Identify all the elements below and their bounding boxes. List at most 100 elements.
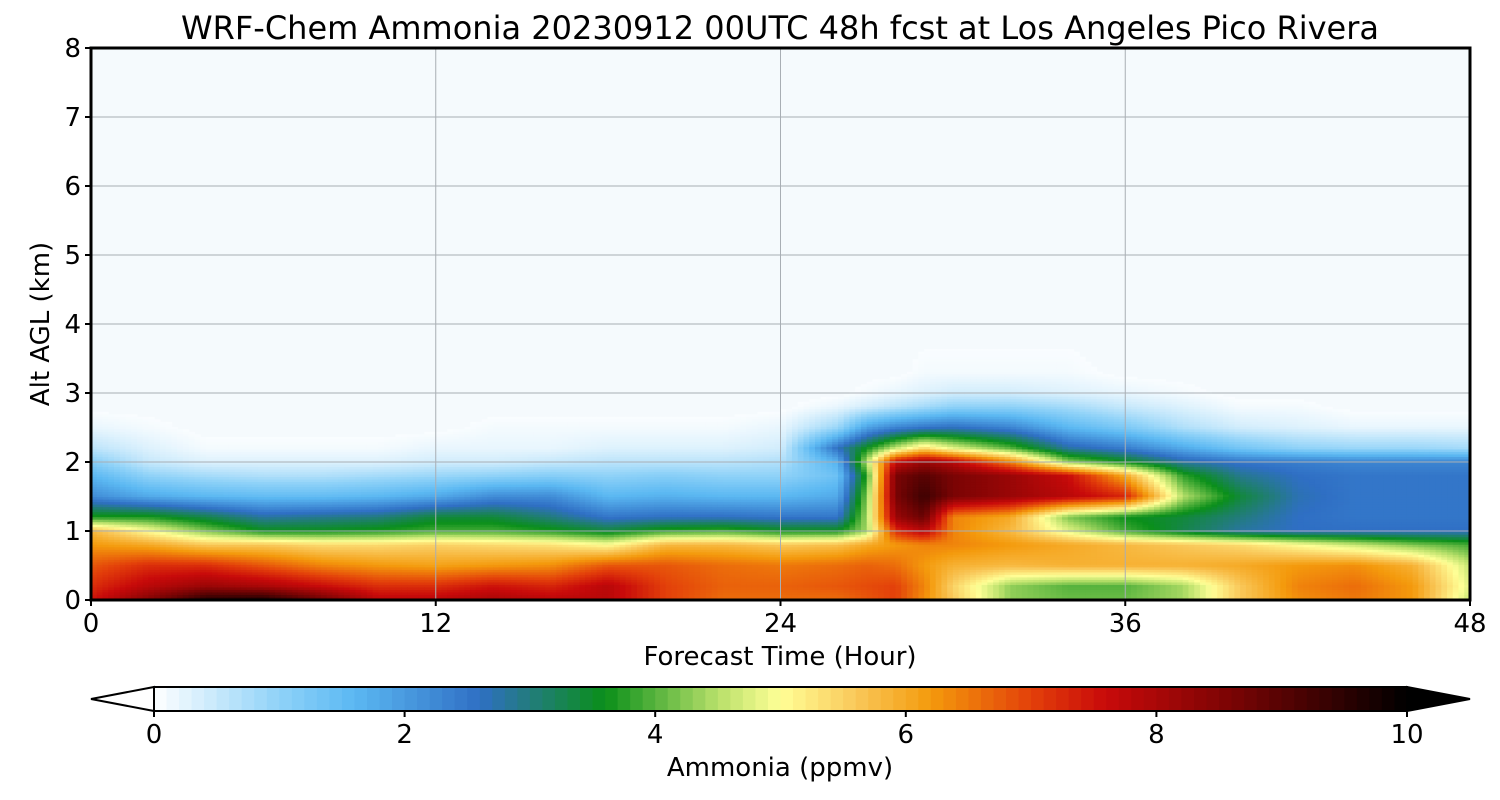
heatmap-cell bbox=[585, 436, 592, 441]
heatmap-cell bbox=[889, 399, 897, 403]
heatmap-cell bbox=[872, 411, 879, 415]
heatmap-cell bbox=[1429, 416, 1437, 420]
heatmap-cell bbox=[498, 424, 506, 428]
heatmap-cell bbox=[1360, 429, 1368, 433]
heatmap-cell bbox=[786, 421, 793, 425]
heatmap-cell bbox=[751, 426, 759, 430]
heatmap-cell bbox=[1044, 384, 1052, 388]
heatmap-cell bbox=[481, 441, 489, 446]
heatmap-cell bbox=[723, 426, 730, 430]
heatmap-cell bbox=[1188, 419, 1195, 423]
heatmap-cell bbox=[642, 434, 649, 438]
heatmap-cell bbox=[1429, 414, 1437, 418]
heatmap-cell bbox=[407, 441, 414, 446]
heatmap-cell bbox=[1176, 414, 1184, 418]
heatmap-cell bbox=[901, 416, 908, 420]
heatmap-cell bbox=[1424, 419, 1431, 423]
heatmap-cell bbox=[280, 439, 287, 443]
heatmap-cell bbox=[958, 436, 965, 441]
heatmap-cell bbox=[625, 426, 632, 430]
heatmap-cell bbox=[1096, 406, 1103, 410]
heatmap-cell bbox=[872, 381, 879, 385]
heatmap-cell bbox=[366, 436, 374, 441]
heatmap-cell bbox=[1349, 431, 1356, 435]
heatmap-cell bbox=[906, 374, 914, 378]
heatmap-cell bbox=[843, 441, 851, 446]
heatmap-cell bbox=[975, 371, 983, 375]
heatmap-cell bbox=[837, 399, 845, 403]
heatmap-cell bbox=[947, 394, 954, 398]
heatmap-cell bbox=[832, 434, 839, 438]
heatmap-cell bbox=[1039, 369, 1046, 373]
heatmap-cell bbox=[929, 349, 937, 353]
heatmap-cell bbox=[797, 406, 805, 410]
heatmap-cell bbox=[395, 436, 402, 441]
heatmap-cell bbox=[826, 424, 833, 428]
heatmap-cell bbox=[705, 416, 713, 420]
heatmap-cell bbox=[1073, 386, 1080, 390]
heatmap-cell bbox=[843, 439, 851, 443]
heatmap-cell bbox=[906, 431, 914, 435]
heatmap-cell bbox=[1096, 439, 1103, 443]
heatmap-cell bbox=[1010, 426, 1017, 430]
heatmap-cell bbox=[1188, 424, 1195, 428]
heatmap-cell bbox=[1320, 411, 1327, 415]
heatmap-cell bbox=[1240, 416, 1247, 420]
heatmap-cell bbox=[481, 424, 489, 428]
heatmap-cell bbox=[320, 441, 328, 446]
heatmap-cell bbox=[1131, 416, 1138, 420]
heatmap-cell bbox=[1303, 429, 1310, 433]
heatmap-cell bbox=[786, 434, 793, 438]
heatmap-cell bbox=[1142, 431, 1149, 435]
heatmap-cell bbox=[1148, 406, 1155, 410]
heatmap-cell bbox=[935, 399, 942, 403]
heatmap-cell bbox=[182, 439, 190, 443]
heatmap-cell bbox=[682, 419, 690, 423]
heatmap-cell bbox=[717, 439, 724, 443]
heatmap-cell bbox=[895, 399, 902, 403]
heatmap-cell bbox=[579, 436, 586, 441]
heatmap-cell bbox=[1079, 376, 1086, 380]
heatmap-cell bbox=[1217, 399, 1224, 403]
heatmap-cell bbox=[769, 414, 776, 418]
heatmap-cell bbox=[96, 431, 104, 435]
heatmap-cell bbox=[1062, 354, 1069, 358]
heatmap-cell bbox=[941, 396, 948, 400]
heatmap-cell bbox=[1389, 431, 1396, 435]
heatmap-cell bbox=[521, 426, 529, 430]
heatmap-cell bbox=[993, 371, 1000, 375]
heatmap-cell bbox=[975, 379, 983, 383]
heatmap-cell bbox=[148, 439, 155, 443]
heatmap-cell bbox=[1211, 409, 1218, 413]
heatmap-cell bbox=[924, 376, 931, 380]
heatmap-cell bbox=[964, 356, 971, 360]
heatmap-cell bbox=[1171, 426, 1178, 430]
heatmap-cell bbox=[872, 429, 879, 433]
heatmap-cell bbox=[550, 436, 558, 441]
heatmap-cell bbox=[786, 431, 793, 435]
heatmap-cell bbox=[654, 416, 661, 420]
heatmap-cell bbox=[981, 409, 988, 413]
heatmap-cell bbox=[498, 429, 506, 433]
heatmap-cell bbox=[832, 439, 839, 443]
heatmap-cell bbox=[993, 361, 1000, 365]
heatmap-cell bbox=[665, 436, 672, 441]
heatmap-cell bbox=[1228, 419, 1236, 423]
heatmap-cell bbox=[1165, 439, 1172, 443]
heatmap-cell bbox=[912, 404, 919, 408]
heatmap-cell bbox=[1044, 351, 1052, 355]
heatmap-cell bbox=[780, 411, 787, 415]
heatmap-cell bbox=[1360, 411, 1368, 415]
heatmap-cell bbox=[533, 416, 540, 420]
heatmap-cell bbox=[1251, 414, 1259, 418]
heatmap-cell bbox=[544, 431, 552, 435]
heatmap-cell bbox=[746, 436, 753, 441]
heatmap-cell bbox=[481, 431, 489, 435]
heatmap-cell bbox=[895, 439, 902, 443]
heatmap-cell bbox=[872, 439, 879, 443]
heatmap-cell bbox=[521, 441, 529, 446]
heatmap-cell bbox=[935, 356, 942, 360]
heatmap-cell bbox=[1222, 414, 1230, 418]
heatmap-cell bbox=[481, 436, 489, 441]
heatmap-cell bbox=[1424, 416, 1431, 420]
